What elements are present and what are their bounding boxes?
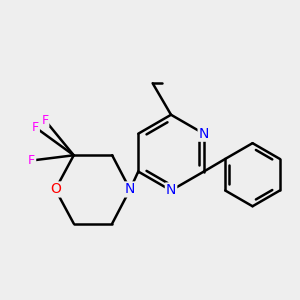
Text: F: F bbox=[41, 113, 48, 127]
Text: O: O bbox=[50, 182, 61, 197]
Text: F: F bbox=[28, 154, 35, 167]
Text: N: N bbox=[199, 127, 209, 141]
Text: N: N bbox=[166, 184, 176, 197]
Text: N: N bbox=[125, 182, 135, 197]
Text: F: F bbox=[32, 121, 39, 134]
